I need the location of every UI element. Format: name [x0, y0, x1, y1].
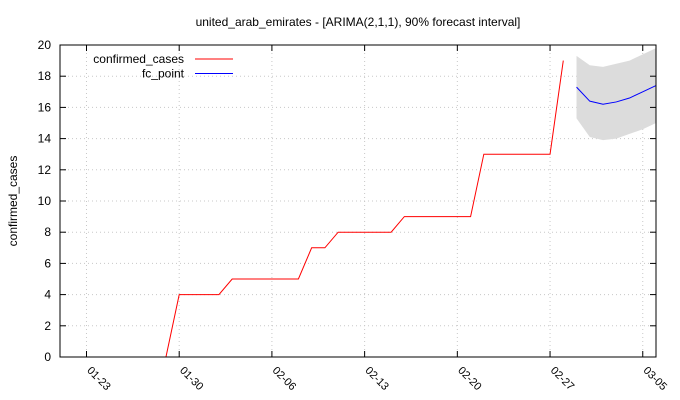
confirmed_cases-line — [165, 60, 564, 358]
series — [165, 60, 657, 358]
x-tick-label: 02-13 — [363, 365, 391, 393]
y-tick-label: 4 — [44, 288, 51, 302]
y-tick-label: 10 — [38, 194, 52, 208]
forecast-interval — [576, 48, 656, 141]
y-tick-label: 6 — [44, 256, 51, 270]
y-axis-label: confirmed_cases — [6, 156, 20, 247]
forecast-interval-band — [576, 48, 656, 141]
x-tick-label: 02-20 — [455, 365, 483, 393]
grid — [60, 45, 656, 357]
x-tick-label: 03-05 — [641, 365, 669, 393]
x-tick-label: 02-06 — [270, 365, 298, 393]
chart-title: united_arab_emirates - [ARIMA(2,1,1), 90… — [196, 15, 521, 29]
y-tick-label: 16 — [38, 100, 52, 114]
legend-label-fc_point: fc_point — [142, 67, 185, 81]
x-tick-label: 01-23 — [84, 365, 112, 393]
y-tick-label: 0 — [44, 350, 51, 364]
x-tick-label: 01-30 — [177, 365, 205, 393]
x-tick-label: 02-27 — [548, 365, 576, 393]
y-tick-label: 2 — [44, 319, 51, 333]
plot-frame — [59, 44, 657, 358]
y-tick-label: 18 — [38, 69, 52, 83]
y-tick-label: 12 — [38, 163, 52, 177]
fc_point-line — [576, 85, 657, 105]
axes: 0 2 4 6 8 10 12 14 16 18 20 01-23 01-30 02-06 02-13 02-… — [38, 38, 669, 393]
y-tick-label: 20 — [38, 38, 52, 52]
y-tick-label: 8 — [44, 225, 51, 239]
legend-label-confirmed_cases: confirmed_cases — [93, 52, 184, 66]
y-tick-label: 14 — [38, 132, 52, 146]
